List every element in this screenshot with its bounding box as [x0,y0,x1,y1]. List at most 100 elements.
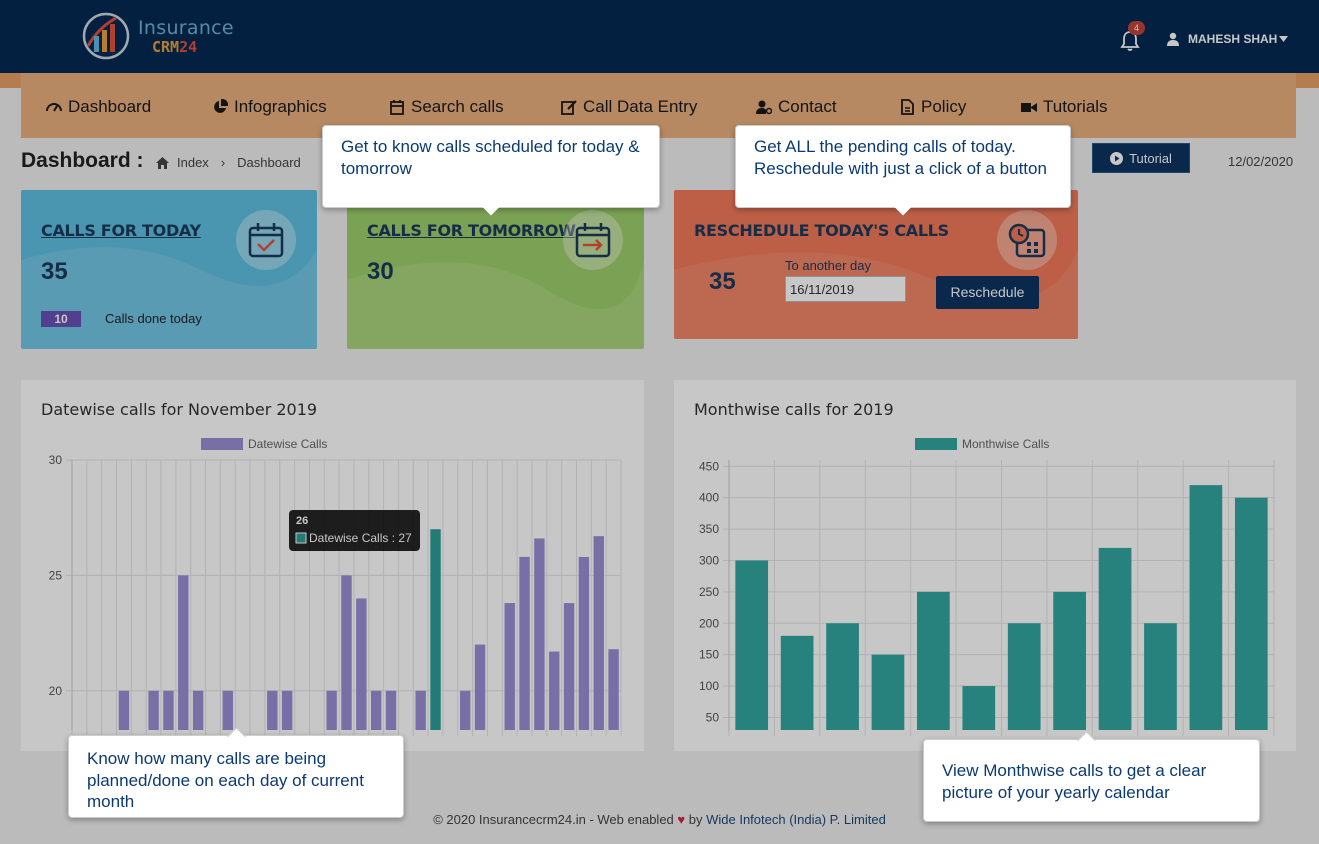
bar [1053,591,1086,730]
y-tick-label: 100 [699,679,719,693]
y-tick-label: 400 [699,491,719,505]
bar [504,603,515,730]
y-tick-label: 350 [699,522,719,536]
bar [356,598,367,730]
chart-tooltip-title: 26 [296,515,308,527]
bar [430,529,441,730]
y-tick-label: 200 [699,616,719,630]
current-date: 12/02/2020 [1228,154,1294,169]
page-title: Dashboard : [21,149,144,172]
bar [415,690,426,730]
reschedule-field-label: To another day [785,258,872,273]
nav-call-data-entry-label: Call Data Entry [583,97,698,116]
calls-done-label: Calls done today [105,311,202,326]
logo-text-crm: CRM [152,38,180,56]
user-name: MAHESH SHAH [1188,32,1278,46]
nav-policy[interactable]: Policy [899,97,966,117]
caret-down-icon [1279,36,1289,42]
y-tick-label: 150 [699,648,719,662]
bar [326,690,337,730]
y-tick-label: 25 [49,568,63,582]
tooltip-pending: Get ALL the pending calls of today. Resc… [735,125,1071,208]
nav-search-calls-label: Search calls [411,97,504,116]
breadcrumb-dashboard: Dashboard [237,155,301,170]
calls-today-title[interactable]: CALLS FOR TODAY [41,221,201,240]
bar [370,690,382,730]
logo-text-crm24: CRM24 [152,38,197,56]
tutorial-button-label: Tutorial [1129,150,1172,166]
legend-swatch [915,438,957,450]
footer-text: © 2020 Insurancecrm24.in - Web enabled [433,812,674,827]
nav-contact-label: Contact [778,97,837,116]
nav-tutorials[interactable]: Tutorials [1021,97,1108,117]
app-logo[interactable]: Insurance CRM24 [80,8,240,64]
y-tick-label: 50 [706,710,720,724]
bar [1234,497,1268,730]
tutorial-button[interactable]: Tutorial [1092,143,1190,173]
reschedule-title: RESCHEDULE TODAY'S CALLS [694,221,949,240]
tachometer-icon [46,103,62,112]
bar [474,644,486,730]
reschedule-date-input[interactable] [785,276,906,302]
legend-label: Datewise Calls [248,437,327,451]
nav-dashboard[interactable]: Dashboard [46,97,151,117]
y-tick-label: 450 [699,459,719,473]
tooltip-monthwise: View Monthwise calls to get a clear pict… [923,739,1260,822]
bar [222,690,233,730]
bar [1189,485,1223,730]
file-icon [901,99,914,115]
bar [385,690,397,730]
bar [267,690,278,730]
calendar-icon [390,100,404,115]
y-tick-label: 20 [49,684,63,698]
logo-text-24: 24 [179,38,198,56]
monthwise-chart: Monthwise Calls 450 400 350 300 250 200 150 100 5… [699,437,1275,736]
reschedule-card: RESCHEDULE TODAY'S CALLS 35 To another d… [674,190,1078,339]
card-wave-decoration [347,260,644,349]
bar [163,690,174,730]
tooltip-datewise: Know how many calls are being planned/do… [68,735,404,818]
nav-contact[interactable]: Contact [756,97,837,117]
monthwise-chart-title: Monthwise calls for 2019 [694,400,894,419]
chart-tooltip-label: Datewise Calls : 27 [309,531,412,545]
nav-call-data-entry[interactable]: Call Data Entry [561,97,697,117]
bar [1098,547,1132,730]
video-icon [1021,103,1037,112]
bar [460,690,471,730]
chart-tooltip-swatch [295,532,307,544]
datewise-panel: Datewise calls for November 2019 Datewis… [21,380,644,751]
nav-tutorials-label: Tutorials [1043,97,1108,116]
calls-tomorrow-title[interactable]: CALLS FOR TOMORROW [367,221,576,240]
breadcrumb-index[interactable]: Index [177,155,209,170]
bar [148,690,159,730]
bar [917,591,950,730]
y-tick-label: 300 [699,553,719,567]
user-menu[interactable]: MAHESH SHAH [1166,32,1289,46]
reschedule-button[interactable]: Reschedule [936,276,1039,309]
chart-tooltip-box [289,510,420,551]
calls-done-badge: 10 [41,311,81,327]
bar [281,690,293,730]
legend-swatch [201,438,243,450]
bar [871,654,905,730]
bar [534,538,545,730]
calls-tomorrow-card: CALLS FOR TOMORROW 30 [347,190,644,349]
bar [735,560,769,730]
tooltip-today-tomorrow: Get to know calls scheduled for today & … [322,125,660,208]
home-icon [156,156,169,169]
nav-search-calls[interactable]: Search calls [389,97,504,117]
nav-dashboard-label: Dashboard [68,97,152,116]
bar [549,651,560,730]
bar [118,690,130,730]
footer-company-link[interactable]: Wide Infotech (India) P. Limited [706,812,886,827]
nav-infographics[interactable]: Infographics [212,97,327,117]
footer-by: by [688,812,703,827]
bar [608,649,619,730]
calendar-check-icon [236,210,296,270]
y-tick-label: 250 [699,585,719,599]
calls-today-value: 35 [41,258,68,285]
nav-policy-label: Policy [921,97,967,116]
calendar-clock-icon [997,210,1057,270]
